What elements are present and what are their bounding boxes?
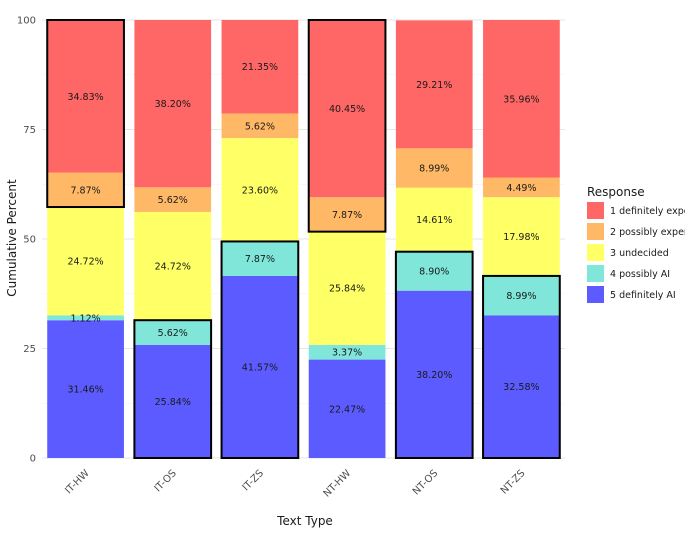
x-tick-label-nt-hw: NT-HW — [322, 468, 354, 500]
y-axis-title: Cumulative Percent — [5, 179, 19, 297]
y-tick-label-0: 0 — [30, 454, 36, 465]
legend-swatch-4-possibly-ai — [587, 265, 604, 282]
bar-it-zs-5-definitely-ai — [221, 275, 299, 458]
bar-nt-hw-3-undecided — [308, 231, 386, 345]
bar-label-nt-hw-3-undecided: 25.84% — [329, 284, 365, 295]
bars-layer — [47, 19, 560, 458]
bar-label-it-hw-2-possibly-expert: 7.87% — [70, 185, 100, 196]
bar-it-os-5-definitely-ai — [134, 344, 212, 458]
bar-it-os-1-definitely-expert — [134, 20, 212, 188]
bar-label-it-zs-3-undecided: 23.60% — [242, 185, 278, 196]
y-tick-label-75: 75 — [23, 125, 36, 136]
bar-nt-os-1-definitely-expert — [395, 20, 473, 149]
highlight-outline-nt-hw — [307, 19, 387, 233]
bar-nt-zs-2-possibly-expert — [483, 177, 560, 198]
bar-label-nt-zs-3-undecided: 17.98% — [503, 232, 539, 243]
bar-label-nt-zs-5-definitely-ai: 32.58% — [503, 382, 539, 393]
bar-nt-zs-4-possibly-ai — [483, 275, 560, 316]
x-tick-label-nt-os: NT-OS — [411, 468, 441, 498]
y-tick-label-100: 100 — [17, 16, 36, 27]
bar-nt-hw-2-possibly-expert — [308, 197, 386, 232]
bar-it-os-3-undecided — [134, 211, 212, 321]
bar-label-it-hw-3-undecided: 24.72% — [67, 257, 103, 268]
bar-label-nt-hw-4-possibly-ai: 3.37% — [332, 348, 362, 359]
legend-label-5-definitely-ai: 5 definitely AI — [610, 290, 676, 301]
highlight-outline-nt-os — [394, 250, 474, 459]
bar-label-nt-os-4-possibly-ai: 8.90% — [419, 267, 449, 278]
highlight-outline-it-hw — [46, 19, 125, 209]
bar-label-it-hw-4-possibly-ai: 1.12% — [70, 313, 100, 324]
y-tick-label-50: 50 — [23, 235, 36, 246]
x-tick-label-it-zs: IT-ZS — [241, 468, 266, 493]
legend-label-2-possibly-expert: 2 possibly expert — [610, 227, 685, 238]
bar-nt-zs-3-undecided — [483, 197, 560, 276]
bar-label-it-zs-5-definitely-ai: 41.57% — [242, 362, 278, 373]
bar-label-it-os-1-definitely-expert: 38.20% — [155, 99, 191, 110]
bar-label-nt-os-5-definitely-ai: 38.20% — [416, 370, 452, 381]
outline-layer — [46, 19, 561, 459]
bar-label-it-zs-2-possibly-expert: 5.62% — [245, 121, 275, 132]
y-tick-label-25: 25 — [23, 344, 36, 355]
bar-label-nt-zs-4-possibly-ai: 8.99% — [506, 291, 536, 302]
x-tick-label-it-hw: IT-HW — [63, 468, 91, 496]
bar-label-nt-hw-5-definitely-ai: 22.47% — [329, 404, 365, 415]
bar-label-nt-os-1-definitely-expert: 29.21% — [416, 80, 452, 91]
bar-nt-os-4-possibly-ai — [395, 251, 473, 291]
bar-nt-zs-5-definitely-ai — [483, 315, 560, 458]
bar-label-it-hw-1-definitely-expert: 34.83% — [67, 92, 103, 103]
bar-it-hw-3-undecided — [47, 207, 124, 316]
bar-label-it-zs-1-definitely-expert: 21.35% — [242, 62, 278, 73]
bar-label-it-zs-4-possibly-ai: 7.87% — [245, 254, 275, 265]
bar-nt-hw-4-possibly-ai — [308, 344, 386, 360]
bar-label-nt-hw-2-possibly-expert: 7.87% — [332, 210, 362, 221]
bar-it-zs-4-possibly-ai — [221, 241, 299, 276]
bar-label-it-hw-5-definitely-ai: 31.46% — [67, 385, 103, 396]
legend-items: 1 definitely expert 2 possibly expert 3 un… — [587, 202, 685, 303]
bar-nt-os-3-undecided — [395, 187, 473, 252]
bar-nt-os-5-definitely-ai — [395, 290, 473, 458]
bar-it-zs-2-possibly-expert — [221, 113, 299, 139]
legend-title: Response — [587, 185, 645, 199]
x-axis-title: Text Type — [276, 514, 333, 528]
bar-it-hw-4-possibly-ai — [47, 315, 124, 321]
bar-it-zs-3-undecided — [221, 138, 299, 242]
bar-nt-zs-1-definitely-expert — [483, 20, 560, 178]
bar-it-zs-1-definitely-expert — [221, 19, 299, 114]
legend-label-1-definitely-expert: 1 definitely expert — [610, 206, 685, 217]
legend-swatch-5-definitely-ai — [587, 286, 604, 303]
bar-nt-hw-5-definitely-ai — [308, 359, 386, 458]
bar-label-nt-os-2-possibly-expert: 8.99% — [419, 164, 449, 175]
highlight-outline-it-os — [133, 319, 213, 459]
labels-layer: 31.46% 1.12% 24.72% 7.87% 34.83% 25.84% 5.62% 2… — [67, 62, 539, 415]
x-tick-label-it-os: IT-OS — [153, 468, 179, 494]
legend-swatch-2-possibly-expert — [587, 223, 604, 240]
bar-it-os-2-possibly-expert — [134, 187, 212, 212]
legend-swatch-3-undecided — [587, 244, 604, 261]
x-tick-label-nt-zs: NT-ZS — [499, 468, 528, 497]
bar-it-hw-5-definitely-ai — [47, 320, 124, 458]
legend-label-3-undecided: 3 undecided — [610, 248, 669, 259]
bar-label-it-os-3-undecided: 24.72% — [155, 262, 191, 273]
bar-label-it-os-2-possibly-expert: 5.62% — [158, 195, 188, 206]
bar-label-nt-zs-1-definitely-expert: 35.96% — [503, 94, 539, 105]
bar-label-it-os-5-definitely-ai: 25.84% — [155, 397, 191, 408]
bar-it-hw-2-possibly-expert — [47, 172, 124, 208]
highlight-outline-it-zs — [220, 240, 300, 459]
bar-it-os-4-possibly-ai — [134, 320, 212, 345]
bar-label-nt-zs-2-possibly-expert: 4.49% — [506, 183, 536, 194]
legend: Response 1 definitely expert 2 possibly e… — [587, 185, 685, 303]
bar-it-hw-1-definitely-expert — [47, 20, 124, 173]
highlight-outline-nt-zs — [482, 274, 561, 459]
bar-label-it-os-4-possibly-ai: 5.62% — [158, 328, 188, 339]
bar-nt-os-2-possibly-expert — [395, 148, 473, 188]
bar-label-nt-os-3-undecided: 14.61% — [416, 215, 452, 226]
bar-label-nt-hw-1-definitely-expert: 40.45% — [329, 104, 365, 115]
bar-nt-hw-1-definitely-expert — [308, 20, 386, 198]
legend-swatch-1-definitely-expert — [587, 202, 604, 219]
legend-label-4-possibly-ai: 4 possibly AI — [610, 269, 670, 280]
